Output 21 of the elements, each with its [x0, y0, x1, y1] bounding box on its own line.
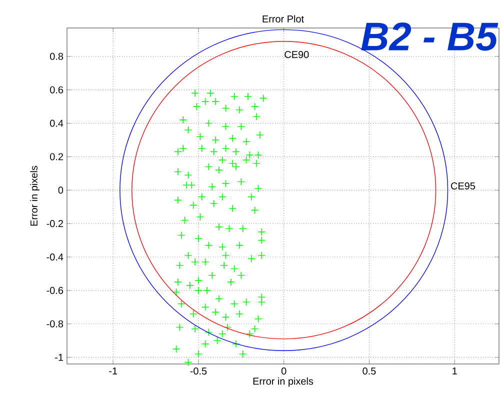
y-tick-label: 0	[58, 186, 64, 194]
y-axis-title: Error in pixels	[30, 166, 40, 226]
chart-title: Error Plot	[262, 15, 304, 22]
annotation: B2 - B5	[361, 22, 498, 51]
x-tick-label: 0.5	[362, 368, 376, 375]
y-tick-label: 0.6	[50, 86, 64, 94]
y-tick-label: -1	[55, 354, 63, 361]
annotation: CE90	[284, 51, 309, 58]
y-tick-label: -0.6	[46, 286, 64, 294]
y-tick-label: 0.8	[50, 52, 64, 60]
y-tick-label: -0.4	[46, 253, 64, 261]
y-tick-label: 0.2	[50, 153, 63, 160]
annotation: CE95	[451, 182, 476, 190]
x-tick-label: -0.5	[190, 368, 207, 375]
y-tick-label: 0.4	[50, 120, 64, 127]
x-axis-title: Error in pixels	[253, 377, 314, 387]
y-tick-label: -0.8	[46, 320, 64, 328]
x-tick-label: 1	[452, 368, 457, 374]
y-tick-label: -0.2	[46, 220, 63, 228]
x-tick-label: -1	[109, 368, 118, 374]
x-tick-label: 0	[281, 368, 286, 375]
